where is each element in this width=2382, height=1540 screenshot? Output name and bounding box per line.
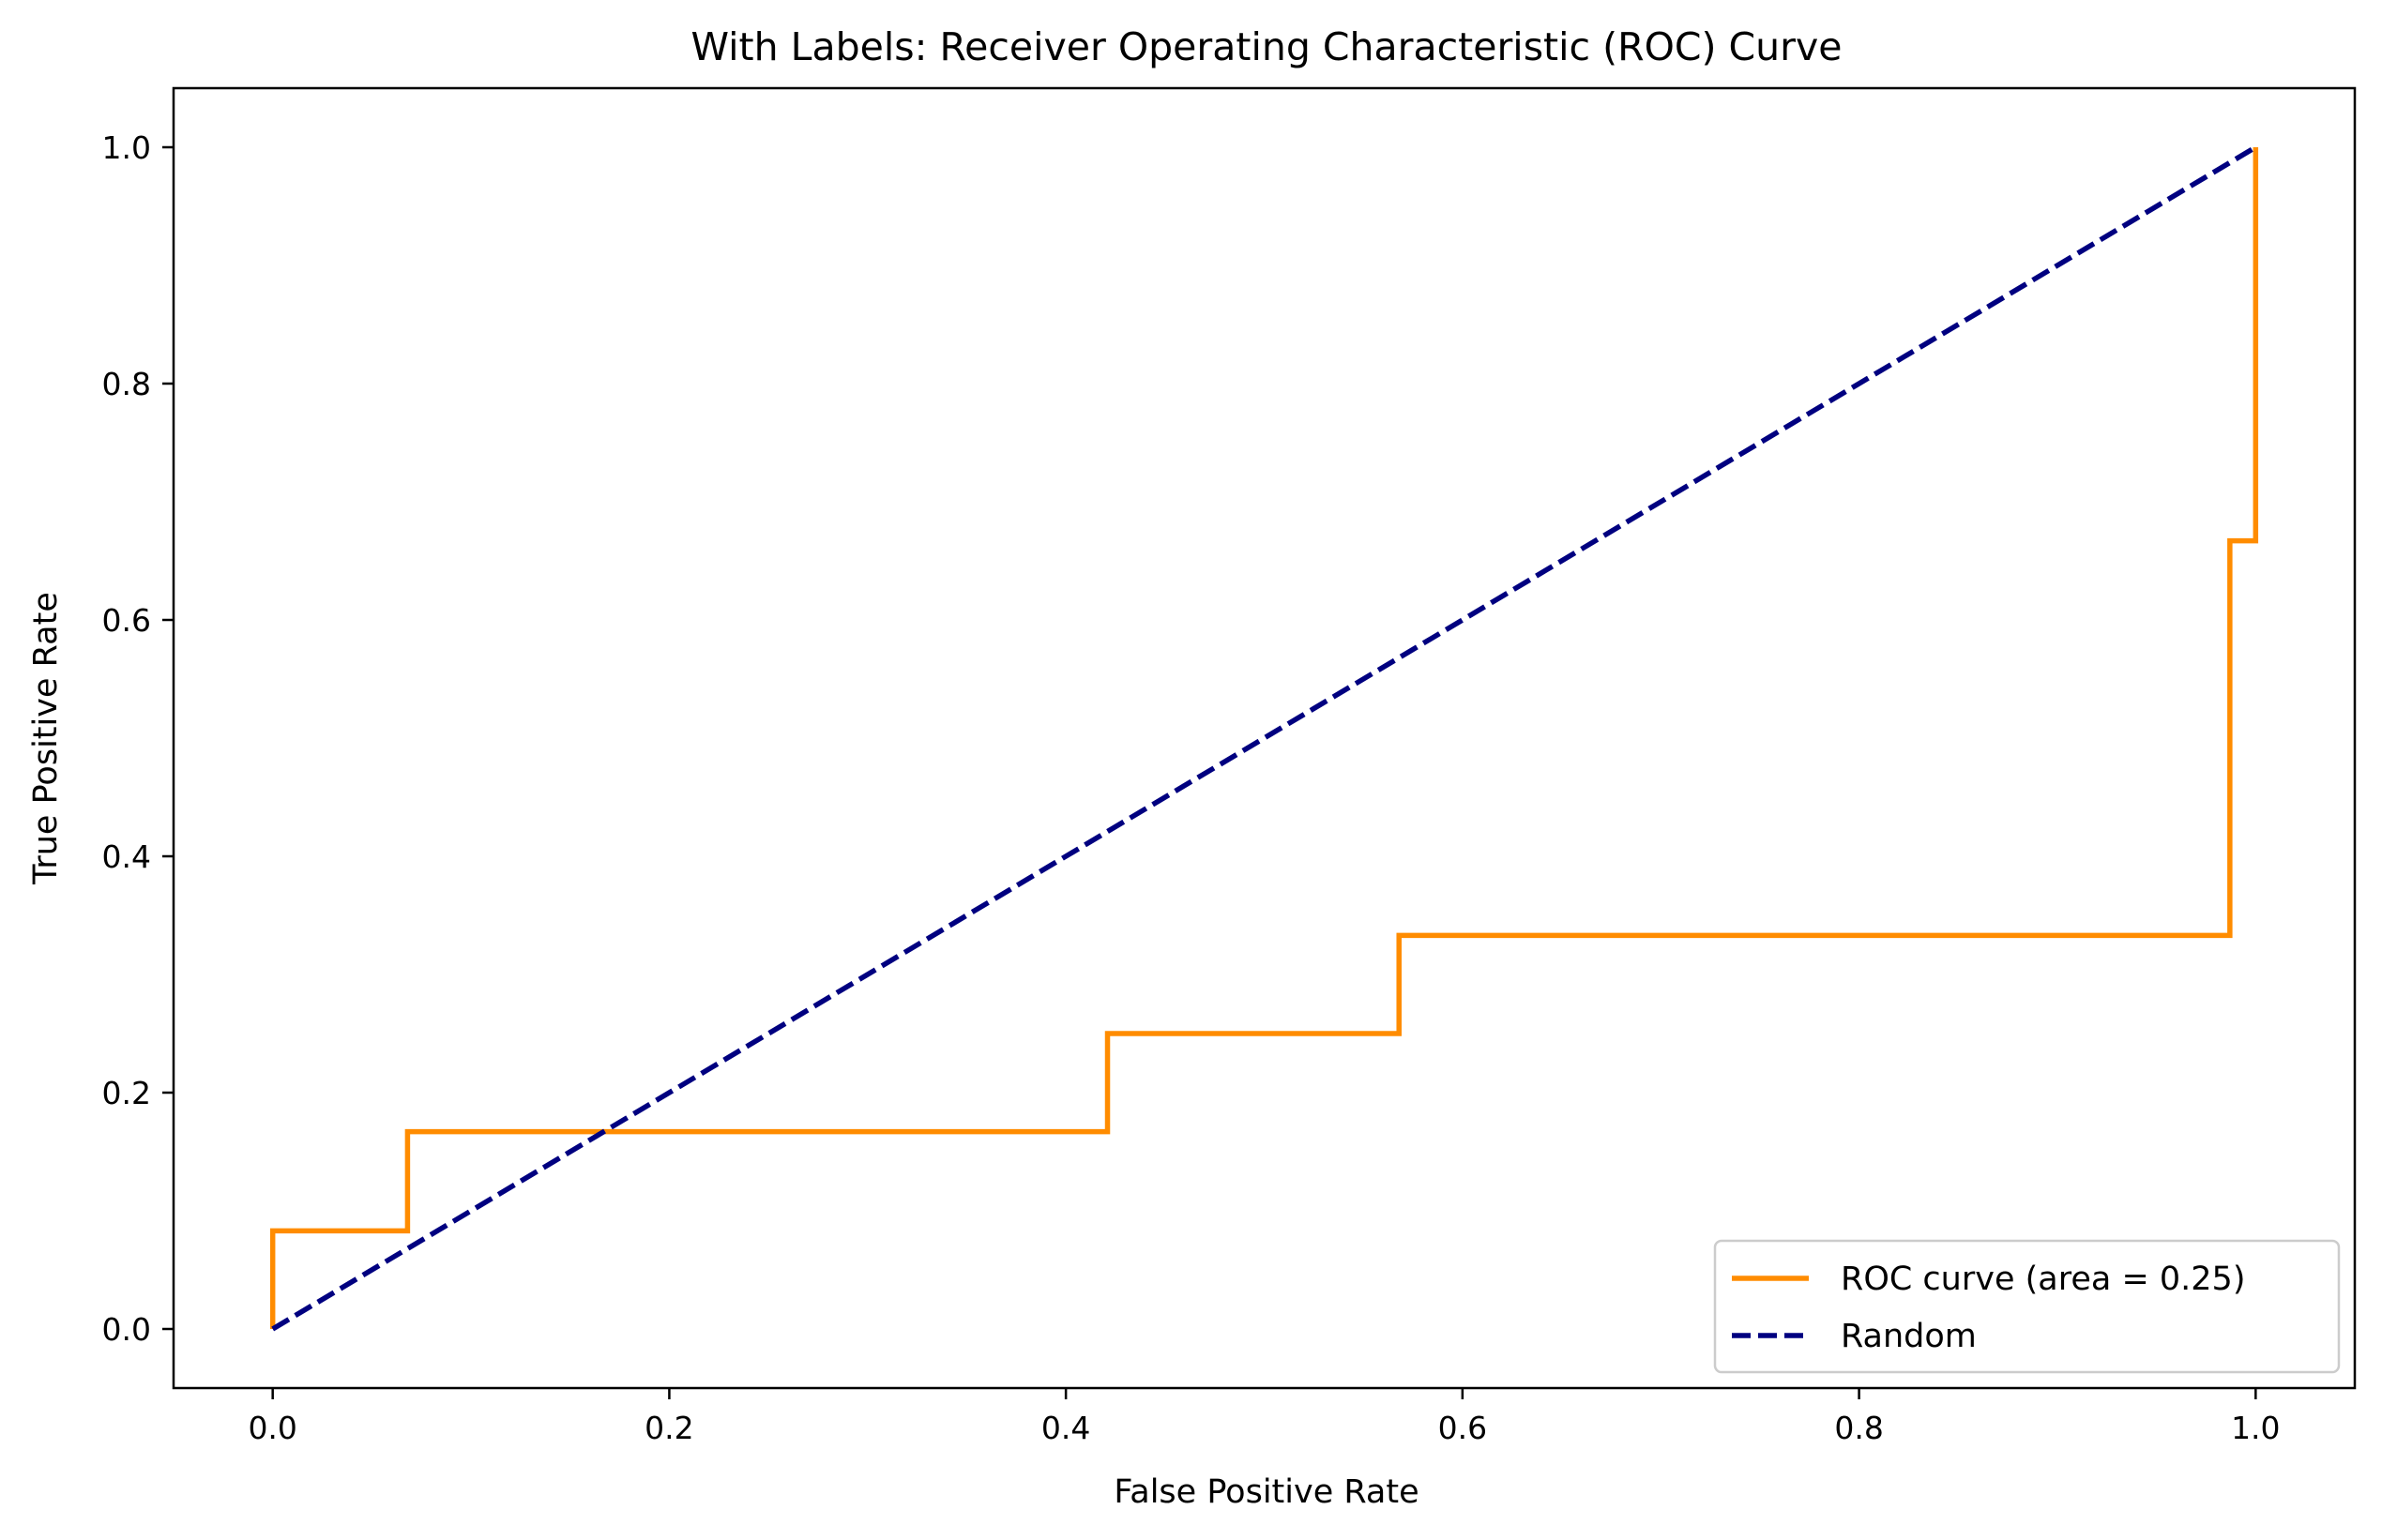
x-tick-label: 0.8 xyxy=(1834,1410,1883,1446)
y-tick-label: 0.4 xyxy=(102,838,151,875)
x-tick-label: 1.0 xyxy=(2231,1410,2280,1446)
series-line-random xyxy=(271,144,2257,1332)
series-line-roc-curve xyxy=(269,147,2259,1329)
y-tick-label: 0.6 xyxy=(102,602,151,639)
y-tick-label: 0.8 xyxy=(102,366,151,402)
x-tick-label: 0.6 xyxy=(1438,1410,1487,1446)
y-tick-label: 0.0 xyxy=(102,1311,151,1348)
y-axis-ticks: 0.0 0.2 0.4 0.6 0.8 1.0 xyxy=(102,129,174,1348)
x-tick-label: 0.4 xyxy=(1041,1410,1090,1446)
x-tick-label: 0.0 xyxy=(248,1410,296,1446)
legend: ROC curve (area = 0.25) Random xyxy=(1713,1239,2341,1374)
y-axis-label: True Positive Rate xyxy=(27,592,65,885)
x-axis-ticks: 0.0 0.2 0.4 0.6 0.8 1.0 xyxy=(248,1388,2281,1446)
legend-box xyxy=(1713,1239,2341,1374)
x-tick-label: 0.2 xyxy=(645,1410,693,1446)
legend-label-roc-curve: ROC curve (area = 0.25) xyxy=(1841,1261,2245,1298)
y-tick-label: 1.0 xyxy=(102,129,151,166)
series-group xyxy=(269,144,2259,1332)
legend-label-random: Random xyxy=(1841,1318,1977,1355)
plot-area-frame xyxy=(172,86,2357,1390)
chart-title: With Labels: Receiver Operating Characte… xyxy=(691,24,1843,69)
x-axis-label: False Positive Rate xyxy=(1114,1473,1419,1511)
y-tick-label: 0.2 xyxy=(102,1075,151,1111)
